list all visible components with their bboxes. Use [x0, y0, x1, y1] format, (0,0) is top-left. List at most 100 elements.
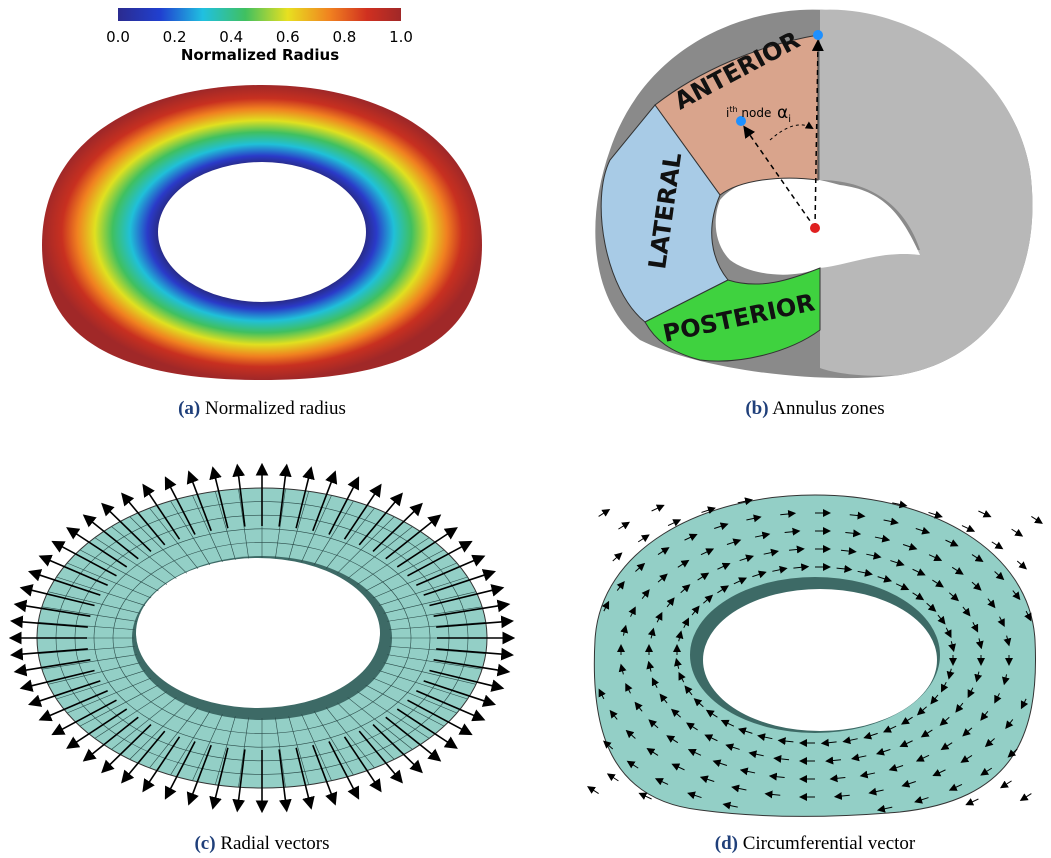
- radial-arrow: [372, 502, 423, 552]
- mesh-line: [378, 670, 468, 700]
- circ-arrow: [704, 734, 718, 742]
- radial-arrow: [232, 463, 246, 527]
- circ-arrow: [681, 617, 689, 629]
- circ-arrow: [987, 598, 996, 609]
- circ-arrow: [868, 787, 884, 796]
- caption-text: Circumferential vector: [743, 833, 916, 854]
- angle-label-base: α: [777, 103, 788, 123]
- node: [736, 116, 746, 126]
- circ-arrow: [928, 510, 943, 519]
- tissue-right: [820, 9, 1033, 376]
- circ-arrow: [772, 565, 788, 574]
- radial-arrow: [328, 476, 360, 535]
- radial-arrow: [343, 736, 382, 793]
- mesh-line: [67, 562, 152, 599]
- mesh-line: [313, 710, 354, 776]
- circ-arrow: [616, 580, 625, 591]
- colorbar-tick-label: 0.6: [276, 28, 300, 46]
- circ-arrow: [725, 743, 740, 752]
- mesh-line: [79, 549, 159, 592]
- radial-arrow: [429, 669, 505, 692]
- mesh-line: [389, 646, 486, 654]
- circ-arrow: [882, 725, 897, 733]
- radial-arrow: [121, 492, 166, 546]
- mesh-line: [192, 495, 223, 563]
- circ-arrow: [857, 568, 873, 577]
- circ-arrow: [717, 585, 730, 594]
- circ-arrow: [714, 522, 729, 531]
- mesh-line: [238, 488, 249, 559]
- circ-arrow: [618, 521, 631, 530]
- circ-arrow: [598, 508, 611, 517]
- radial-arrow: [209, 466, 229, 529]
- radial-arrow: [82, 716, 139, 762]
- circ-arrow: [997, 616, 1005, 628]
- circ-arrow: [687, 791, 702, 800]
- radial-arrow: [358, 730, 403, 784]
- mesh-line: [365, 549, 445, 592]
- radial-arrow: [429, 584, 505, 607]
- circ-arrow: [768, 772, 785, 781]
- circ-arrow: [932, 579, 944, 588]
- mesh-line: [192, 713, 223, 781]
- mesh-line: [111, 526, 177, 579]
- mesh-line: [325, 507, 375, 569]
- circ-arrow: [675, 630, 684, 642]
- node-label: ith node: [726, 101, 771, 120]
- radial-arrow: [19, 584, 95, 607]
- circ-arrow: [915, 526, 931, 535]
- mesh-line: [94, 691, 168, 739]
- radial-arrow: [232, 749, 246, 813]
- radial-arrow: [328, 741, 360, 800]
- mesh-line: [337, 516, 395, 574]
- radial-arrow: [433, 659, 511, 677]
- radial-arrow: [385, 514, 442, 560]
- circ-arrow: [763, 548, 779, 557]
- circ-arrow: [1019, 793, 1032, 802]
- circ-arrow: [994, 693, 1002, 704]
- circ-arrow: [994, 571, 1005, 581]
- circ-arrow: [946, 668, 955, 680]
- colorbar: [118, 8, 401, 21]
- colorbar-tick-label: 0.0: [106, 28, 130, 46]
- circ-arrow: [915, 754, 930, 762]
- mesh-line: [214, 716, 236, 785]
- radial-arrow: [436, 615, 514, 629]
- mesh-line: [372, 562, 457, 599]
- circ-arrow: [926, 602, 937, 612]
- circ-arrow: [842, 736, 858, 745]
- circ-arrow: [637, 534, 650, 543]
- radial-arrow: [38, 690, 108, 722]
- radial-arrow: [82, 514, 139, 560]
- radial-arrow: [142, 483, 181, 540]
- mesh-line: [238, 717, 249, 788]
- radial-arrow: [38, 554, 108, 586]
- circ-arrow: [634, 701, 643, 712]
- circ-arrow: [948, 641, 956, 653]
- mesh-line: [67, 677, 152, 714]
- circ-arrow: [587, 786, 599, 795]
- circ-arrow: [731, 784, 747, 793]
- circ-arrow: [699, 775, 715, 784]
- circ-arrow: [612, 552, 623, 562]
- mesh-ring: [93, 528, 431, 748]
- circ-arrow: [829, 774, 846, 783]
- radial-arrow: [278, 463, 292, 527]
- mesh-line: [356, 537, 430, 585]
- circ-arrow: [700, 548, 715, 556]
- circ-arrow: [895, 582, 910, 591]
- circ-arrow: [980, 767, 993, 776]
- circ-arrow: [833, 792, 850, 801]
- hole: [136, 558, 380, 708]
- circ-arrow: [717, 562, 731, 571]
- circ-arrow: [671, 763, 685, 771]
- circ-arrow: [651, 504, 665, 512]
- circ-arrow: [1011, 528, 1024, 537]
- colorbar-tick-label: 0.4: [219, 28, 243, 46]
- circ-arrow: [603, 740, 614, 750]
- caption-label: (a): [178, 398, 200, 419]
- circ-arrow: [970, 622, 979, 633]
- radial-arrow: [407, 699, 473, 736]
- radial-arrow: [312, 470, 338, 532]
- hole: [703, 589, 937, 731]
